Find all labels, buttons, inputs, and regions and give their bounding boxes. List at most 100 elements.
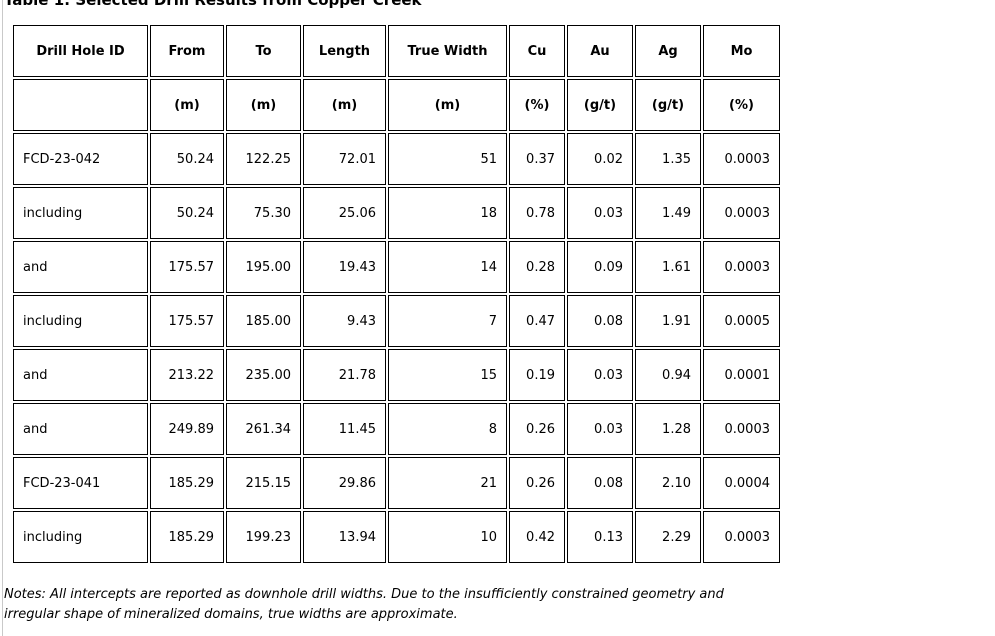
table-cell: and (13, 241, 148, 293)
table-cell: 0.26 (509, 403, 565, 455)
table-cell: 185.29 (150, 457, 224, 509)
column-header-cell: Mo (703, 25, 780, 77)
table-cell: 1.35 (635, 133, 701, 185)
drill-results-table: Drill Hole ID From To Length True Width Cu Au A… (11, 23, 782, 565)
table-cell: 185.29 (150, 511, 224, 563)
column-header-cell: From (150, 25, 224, 77)
table-cell: 2.29 (635, 511, 701, 563)
table-cell: 0.0003 (703, 241, 780, 293)
table-cell: 29.86 (303, 457, 386, 509)
column-unit-cell: (m) (226, 79, 301, 131)
table-cell: 1.91 (635, 295, 701, 347)
column-header-cell: To (226, 25, 301, 77)
table-cell: 19.43 (303, 241, 386, 293)
page-edge-rule (2, 0, 3, 636)
column-header-cell: Length (303, 25, 386, 77)
table-cell: 215.15 (226, 457, 301, 509)
table-cell: 122.25 (226, 133, 301, 185)
column-unit-cell: (g/t) (635, 79, 701, 131)
table-cell: 0.19 (509, 349, 565, 401)
table-cell: 15 (388, 349, 507, 401)
table-cell: 1.49 (635, 187, 701, 239)
column-header-cell: Drill Hole ID (13, 25, 148, 77)
table-cell: 0.09 (567, 241, 633, 293)
table-row: and 175.57 195.00 19.43 14 0.28 0.09 1.61 0.0003 (13, 241, 780, 293)
table-cell: 0.0003 (703, 403, 780, 455)
table-cell: 199.23 (226, 511, 301, 563)
column-unit-cell (13, 79, 148, 131)
table-cell: 213.22 (150, 349, 224, 401)
table-row: including 175.57 185.00 9.43 7 0.47 0.08 1.91 0.… (13, 295, 780, 347)
column-header-cell: Au (567, 25, 633, 77)
table-cell: 25.06 (303, 187, 386, 239)
column-unit-cell: (m) (150, 79, 224, 131)
table-cell: 249.89 (150, 403, 224, 455)
table-cell: 0.03 (567, 349, 633, 401)
table-cell: 0.78 (509, 187, 565, 239)
column-unit-cell: (m) (303, 79, 386, 131)
table-cell: including (13, 511, 148, 563)
table-cell: 50.24 (150, 133, 224, 185)
page-title: Table 1: Selected Drill Results from Cop… (4, 0, 422, 9)
column-unit-cell: (m) (388, 79, 507, 131)
column-header-cell: Cu (509, 25, 565, 77)
notes-line-1: Notes: All intercepts are reported as do… (4, 587, 724, 602)
table-cell: 0.47 (509, 295, 565, 347)
table-cell: 175.57 (150, 241, 224, 293)
table-cell: and (13, 349, 148, 401)
table-cell: including (13, 187, 148, 239)
table-cell: 0.0003 (703, 187, 780, 239)
table-cell: 0.03 (567, 187, 633, 239)
table-cell: 18 (388, 187, 507, 239)
table-cell: 0.28 (509, 241, 565, 293)
table-row: including 50.24 75.30 25.06 18 0.78 0.03 1.49 0.… (13, 187, 780, 239)
table-cell: 21 (388, 457, 507, 509)
table-cell: including (13, 295, 148, 347)
column-unit-cell: (%) (509, 79, 565, 131)
table-cell: 0.03 (567, 403, 633, 455)
table-body: FCD-23-042 50.24 122.25 72.01 51 0.37 0.02 1.35… (13, 133, 780, 563)
table-cell: 7 (388, 295, 507, 347)
table-cell: 0.0004 (703, 457, 780, 509)
table-cell: 0.0001 (703, 349, 780, 401)
table-cell: 1.28 (635, 403, 701, 455)
notes-line-2: irregular shape of mineralized domains, … (4, 607, 458, 622)
table-cell: 0.26 (509, 457, 565, 509)
table-cell: 261.34 (226, 403, 301, 455)
column-unit-cell: (g/t) (567, 79, 633, 131)
table-cell: and (13, 403, 148, 455)
table-head: Drill Hole ID From To Length True Width Cu Au A… (13, 25, 780, 131)
table-cell: 21.78 (303, 349, 386, 401)
table-row: and 213.22 235.00 21.78 15 0.19 0.03 0.94 0.0001 (13, 349, 780, 401)
table-cell: 0.02 (567, 133, 633, 185)
table-cell: 175.57 (150, 295, 224, 347)
table-cell: 0.0003 (703, 511, 780, 563)
units-row: (m) (m) (m) (m) (%) (g/t) (g/t) (%) (13, 79, 780, 131)
table-cell: 0.08 (567, 295, 633, 347)
table-cell: 0.42 (509, 511, 565, 563)
table-row: FCD-23-041 185.29 215.15 29.86 21 0.26 0.08 2.1… (13, 457, 780, 509)
notes-text: Notes: All intercepts are reported as do… (4, 585, 995, 625)
column-unit-cell: (%) (703, 79, 780, 131)
table-row: including 185.29 199.23 13.94 10 0.42 0.13 2.29… (13, 511, 780, 563)
header-row: Drill Hole ID From To Length True Width Cu Au A… (13, 25, 780, 77)
table-cell: 0.13 (567, 511, 633, 563)
table-cell: 11.45 (303, 403, 386, 455)
table-cell: FCD-23-041 (13, 457, 148, 509)
table-row: and 249.89 261.34 11.45 8 0.26 0.03 1.28 0.0003 (13, 403, 780, 455)
table-cell: 185.00 (226, 295, 301, 347)
table-cell: 0.0005 (703, 295, 780, 347)
table-cell: 2.10 (635, 457, 701, 509)
table-cell: 75.30 (226, 187, 301, 239)
table-cell: 13.94 (303, 511, 386, 563)
table-cell: 0.94 (635, 349, 701, 401)
table-cell: 14 (388, 241, 507, 293)
table-cell: 8 (388, 403, 507, 455)
table-cell: FCD-23-042 (13, 133, 148, 185)
column-header-cell: True Width (388, 25, 507, 77)
table-cell: 1.61 (635, 241, 701, 293)
table-cell: 51 (388, 133, 507, 185)
table-row: FCD-23-042 50.24 122.25 72.01 51 0.37 0.02 1.35… (13, 133, 780, 185)
